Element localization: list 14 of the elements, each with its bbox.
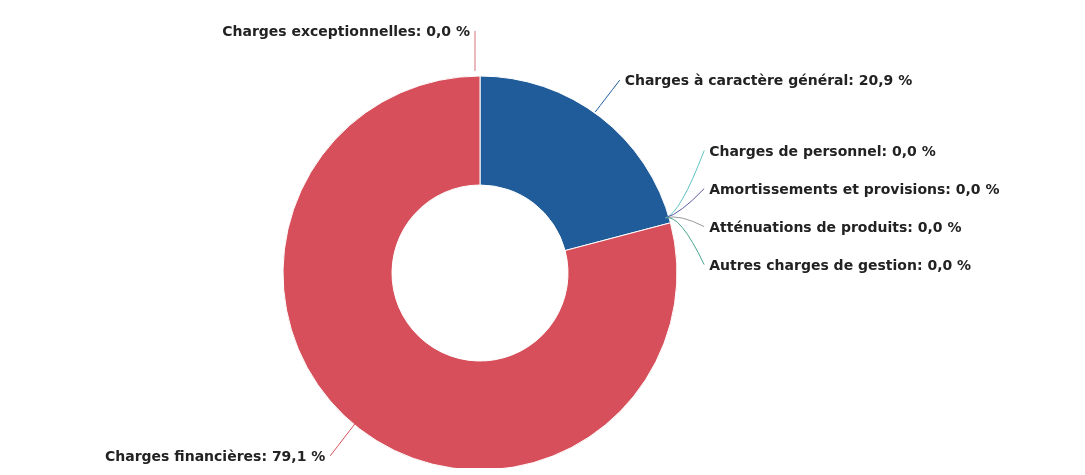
category-label: Amortissements et provisions: [709, 180, 946, 197]
data-label: : 79,1 %: [261, 447, 326, 464]
text: : 0,0 %: [945, 180, 1000, 197]
category-label: Charges exceptionnelles: [222, 22, 416, 39]
text: : 0,0 %: [907, 218, 962, 235]
slice-label: Charges à caractère général: [624, 72, 849, 89]
category-label: Charges de personnel: [709, 142, 882, 159]
text: : 0,0 %: [415, 22, 470, 39]
text: : 0,0 %: [916, 256, 972, 273]
legend-label: Atténuations de produits: [709, 218, 908, 235]
category-label: Autres charges de gestion: [709, 256, 917, 273]
slice-label: Charges financières: [105, 447, 262, 464]
data-label: : 20,9 %: [848, 72, 913, 89]
text: : 0,0 %: [881, 142, 936, 159]
